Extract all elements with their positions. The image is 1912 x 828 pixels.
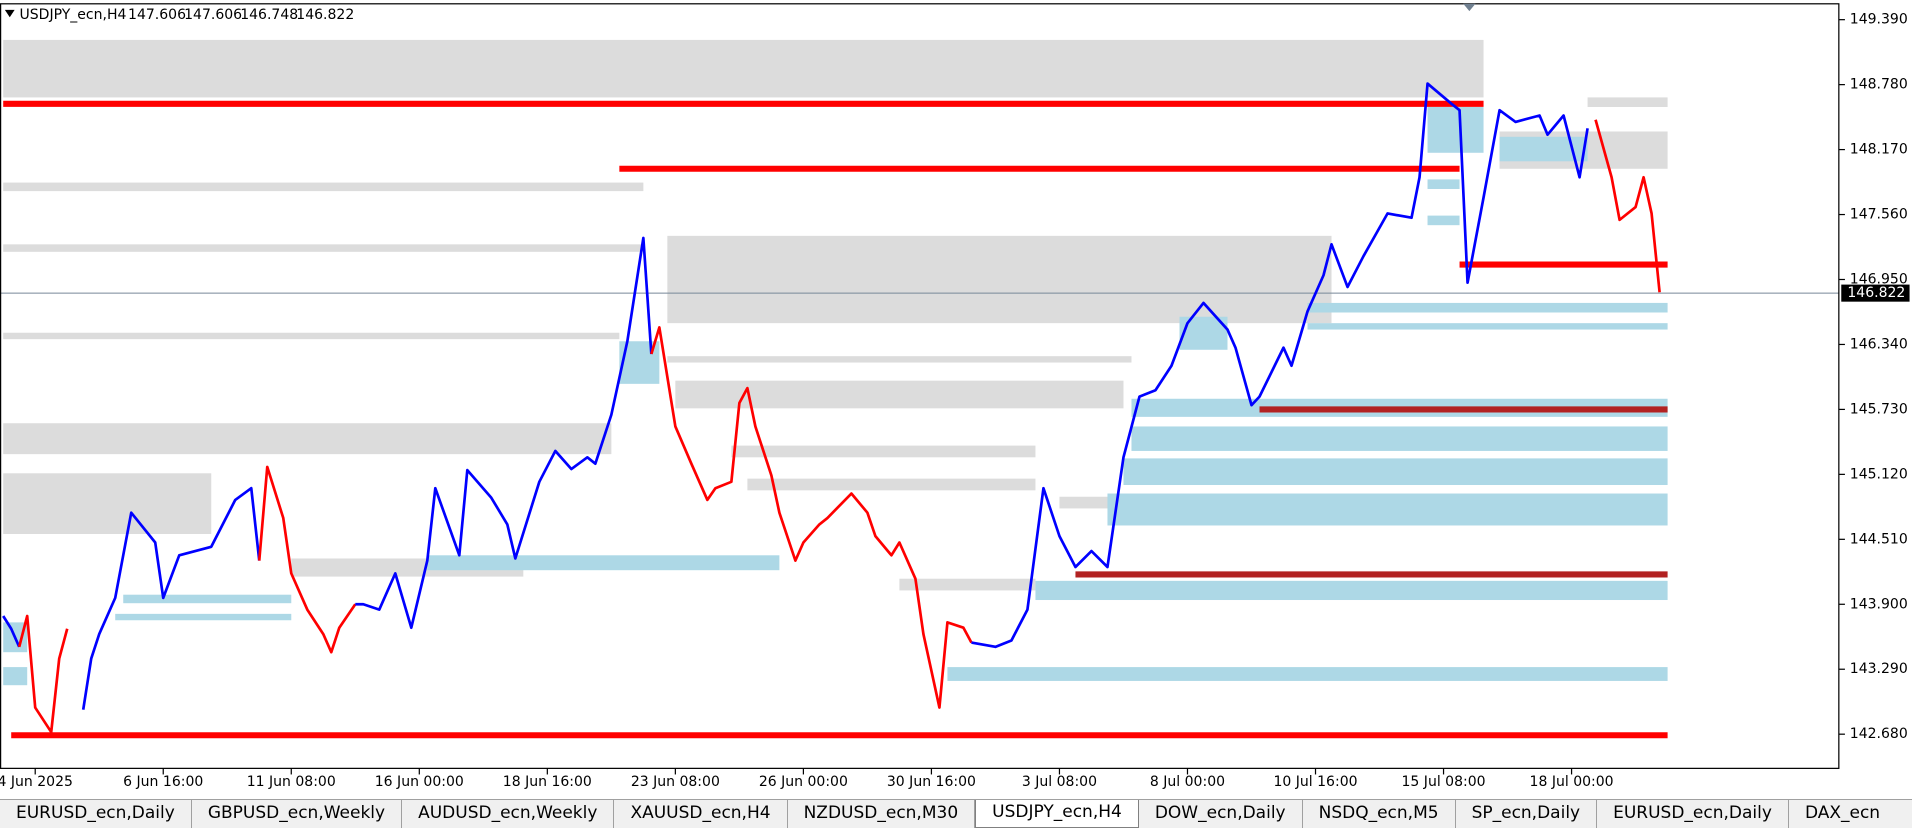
zone xyxy=(427,555,780,571)
chart-tab[interactable]: SP_ecn,Daily xyxy=(1456,800,1598,828)
zone xyxy=(3,332,620,340)
zone xyxy=(1307,302,1668,313)
chart-tabs: EURUSD_ecn,Daily GBPUSD_ecn,Weekly AUDUSD_… xyxy=(0,799,1880,828)
chart-tab[interactable]: EURUSD_ecn,Daily xyxy=(0,800,192,828)
zone xyxy=(3,39,1484,98)
price-line xyxy=(2,615,21,648)
y-tick-label: 149.390 xyxy=(1850,12,1908,28)
zone xyxy=(667,356,1132,363)
chart-tab[interactable]: NSDQ_ecn,M5 xyxy=(1303,800,1456,828)
price-tag xyxy=(1841,284,1910,302)
zone xyxy=(731,445,1036,458)
zone xyxy=(3,667,28,686)
menu-arrow[interactable] xyxy=(4,9,15,18)
zone xyxy=(3,244,644,252)
y-tick-label: 145.120 xyxy=(1850,466,1908,482)
chart-tab[interactable]: EURUSD_ecn,Daily xyxy=(1597,800,1789,828)
chart-tab[interactable]: GBPUSD_ecn,Weekly xyxy=(192,800,403,828)
y-tick-label: 146.340 xyxy=(1850,336,1908,352)
y-tick-label: 143.290 xyxy=(1850,661,1908,677)
price-line xyxy=(81,486,261,710)
x-tick-label: 11 Jun 08:00 xyxy=(247,774,336,790)
price-line xyxy=(1594,119,1661,293)
zone xyxy=(1587,97,1668,107)
y-tick-label: 148.170 xyxy=(1850,142,1908,158)
price-line xyxy=(17,614,69,734)
x-tick-label: 3 Jul 08:00 xyxy=(1022,774,1097,790)
y-tick-label: 148.780 xyxy=(1850,77,1908,93)
zone xyxy=(1059,496,1124,509)
symbol-label: USDJPY_ecn,H4 xyxy=(20,7,127,23)
y-tick-label: 147.560 xyxy=(1850,207,1908,223)
chart: USDJPY_ecn,H4 147.606 147.606 146.748 14… xyxy=(0,3,1910,790)
y-tick-label: 145.730 xyxy=(1850,401,1908,417)
chart-tab[interactable]: DAX_ecn,H4 xyxy=(1789,800,1880,828)
chart-tab[interactable]: XAUUSD_ecn,H4 xyxy=(614,800,788,828)
x-tick-label: 10 Jul 16:00 xyxy=(1273,774,1357,790)
price-line xyxy=(971,82,1589,649)
zone xyxy=(747,478,1036,491)
x-tick-label: 30 Jun 16:00 xyxy=(887,774,976,790)
chart-tab[interactable]: NZDUSD_ecn,M30 xyxy=(788,800,976,828)
x-tick-label: 8 Jul 00:00 xyxy=(1150,774,1225,790)
price-line xyxy=(650,326,973,709)
zone xyxy=(1427,106,1484,153)
price-tag-label: 146.822 xyxy=(1847,285,1905,301)
zone xyxy=(1307,323,1668,330)
x-tick-label: 18 Jun 16:00 xyxy=(503,774,592,790)
zone xyxy=(947,667,1668,681)
plot-frame xyxy=(0,3,1840,769)
ohlc-open: 147.606 xyxy=(128,7,186,23)
zone xyxy=(1427,179,1460,189)
zone xyxy=(667,235,1332,324)
x-tick-label: 15 Jul 08:00 xyxy=(1402,774,1486,790)
ohlc-close: 146.822 xyxy=(296,7,354,23)
zone xyxy=(1107,493,1668,526)
zone xyxy=(899,578,1036,591)
y-tick-label: 146.950 xyxy=(1850,271,1908,287)
zone xyxy=(1427,215,1460,226)
price-line xyxy=(257,465,357,654)
y-tick-label: 143.900 xyxy=(1850,596,1908,612)
x-tick-label: 6 Jun 16:00 xyxy=(123,774,203,790)
zone xyxy=(3,423,612,455)
price-line xyxy=(355,236,653,630)
y-tick-label: 144.510 xyxy=(1850,531,1908,547)
chart-tab[interactable]: USDJPY_ecn,H4 xyxy=(975,800,1139,828)
ohlc-low: 146.748 xyxy=(240,7,298,23)
tab-scroll[interactable] xyxy=(1880,799,1912,828)
shift-marker xyxy=(1463,3,1476,12)
x-tick-label: 4 Jun 2025 xyxy=(0,774,73,790)
x-tick-label: 16 Jun 00:00 xyxy=(375,774,464,790)
zone xyxy=(1123,458,1668,486)
y-tick-label: 142.680 xyxy=(1850,726,1908,742)
x-tick-label: 23 Jun 08:00 xyxy=(631,774,720,790)
zone xyxy=(3,182,644,192)
chart-tab[interactable]: DOW_ecn,Daily xyxy=(1139,800,1303,828)
ohlc-high: 147.606 xyxy=(184,7,242,23)
x-tick-label: 18 Jul 00:00 xyxy=(1530,774,1614,790)
zone xyxy=(123,594,292,604)
zone xyxy=(115,613,292,621)
zone xyxy=(1035,580,1668,601)
chart-tab[interactable]: AUDUSD_ecn,Weekly xyxy=(402,800,615,828)
zone xyxy=(3,473,212,534)
x-tick-label: 26 Jun 00:00 xyxy=(759,774,848,790)
zone xyxy=(1131,426,1668,451)
